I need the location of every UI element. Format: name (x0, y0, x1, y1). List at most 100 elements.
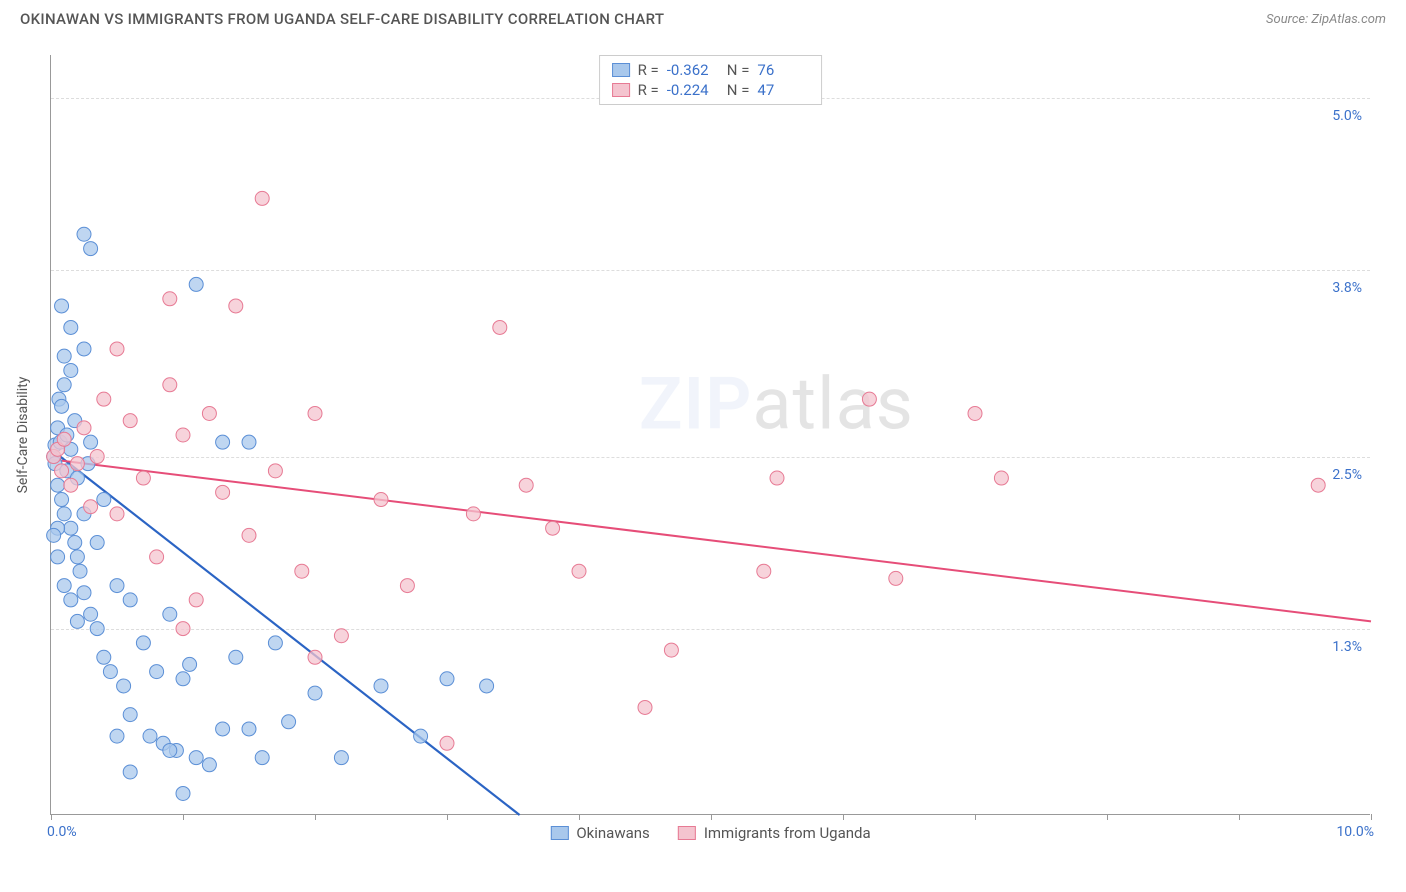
data-point-okinawans (480, 679, 494, 693)
data-point-immigrants-uganda (176, 428, 190, 442)
data-point-okinawans (64, 320, 78, 334)
data-point-okinawans (374, 679, 388, 693)
data-point-immigrants-uganda (90, 450, 104, 464)
data-point-immigrants-uganda (136, 471, 150, 485)
data-point-immigrants-uganda (189, 593, 203, 607)
correlation-stats-box: R = -0.362 N = 76 R = -0.224 N = 47 (599, 55, 823, 105)
data-point-immigrants-uganda (546, 521, 560, 535)
data-point-immigrants-uganda (466, 507, 480, 521)
data-point-okinawans (216, 435, 230, 449)
data-point-okinawans (110, 729, 124, 743)
data-point-okinawans (282, 715, 296, 729)
swatch-uganda (612, 83, 630, 97)
x-tick (1239, 814, 1240, 820)
swatch-okinawans (612, 63, 630, 77)
data-point-okinawans (123, 765, 137, 779)
data-point-immigrants-uganda (519, 478, 533, 492)
data-point-immigrants-uganda (229, 299, 243, 313)
data-point-okinawans (51, 550, 65, 564)
data-point-okinawans (55, 399, 69, 413)
data-point-immigrants-uganda (110, 342, 124, 356)
data-point-immigrants-uganda (268, 464, 282, 478)
x-axis-max-label: 10.0% (1336, 824, 1374, 840)
data-point-immigrants-uganda (242, 528, 256, 542)
data-point-immigrants-uganda (255, 191, 269, 205)
r-label: R = (638, 81, 659, 99)
data-point-okinawans (77, 586, 91, 600)
legend-label-uganda: Immigrants from Uganda (704, 824, 871, 842)
data-point-okinawans (255, 751, 269, 765)
stats-row-uganda: R = -0.224 N = 47 (612, 80, 810, 100)
x-axis-min-label: 0.0% (47, 824, 77, 840)
data-point-okinawans (64, 363, 78, 377)
data-point-immigrants-uganda (97, 392, 111, 406)
data-point-okinawans (70, 614, 84, 628)
swatch-uganda (678, 826, 696, 840)
data-point-okinawans (202, 758, 216, 772)
chart-title: OKINAWAN VS IMMIGRANTS FROM UGANDA SELF-… (20, 10, 664, 28)
n-value-okinawans: 76 (757, 61, 809, 79)
n-label: N = (727, 81, 750, 99)
data-point-immigrants-uganda (889, 571, 903, 585)
data-point-okinawans (57, 579, 71, 593)
data-point-immigrants-uganda (572, 564, 586, 578)
data-point-okinawans (73, 564, 87, 578)
data-point-okinawans (189, 277, 203, 291)
data-point-okinawans (64, 521, 78, 535)
swatch-okinawans (550, 826, 568, 840)
x-tick (183, 814, 184, 820)
data-point-okinawans (143, 729, 157, 743)
data-point-okinawans (176, 672, 190, 686)
trend-line-okinawans (51, 449, 520, 815)
data-point-okinawans (189, 751, 203, 765)
data-point-immigrants-uganda (216, 485, 230, 499)
data-point-immigrants-uganda (163, 292, 177, 306)
data-point-okinawans (123, 708, 137, 722)
data-point-immigrants-uganda (64, 478, 78, 492)
data-point-okinawans (57, 349, 71, 363)
data-point-okinawans (77, 342, 91, 356)
x-tick (711, 814, 712, 820)
data-point-okinawans (183, 657, 197, 671)
data-point-immigrants-uganda (84, 500, 98, 514)
x-tick (315, 814, 316, 820)
data-point-immigrants-uganda (493, 320, 507, 334)
data-point-okinawans (90, 536, 104, 550)
data-point-okinawans (229, 650, 243, 664)
data-point-okinawans (216, 722, 230, 736)
data-point-okinawans (117, 679, 131, 693)
data-point-okinawans (68, 536, 82, 550)
data-point-immigrants-uganda (308, 406, 322, 420)
chart-plot-area: Self-Care Disability 1.3%2.5%3.8%5.0% ZI… (50, 55, 1370, 815)
data-point-okinawans (110, 579, 124, 593)
data-point-okinawans (51, 478, 65, 492)
data-point-okinawans (268, 636, 282, 650)
stats-row-okinawans: R = -0.362 N = 76 (612, 60, 810, 80)
data-point-immigrants-uganda (308, 650, 322, 664)
data-point-immigrants-uganda (638, 700, 652, 714)
data-point-okinawans (176, 786, 190, 800)
data-point-immigrants-uganda (994, 471, 1008, 485)
x-tick (51, 814, 52, 820)
data-point-immigrants-uganda (400, 579, 414, 593)
data-point-okinawans (55, 493, 69, 507)
data-point-okinawans (55, 299, 69, 313)
data-point-okinawans (84, 242, 98, 256)
bottom-legend: Okinawans Immigrants from Uganda (550, 824, 870, 842)
data-point-okinawans (103, 665, 117, 679)
data-point-immigrants-uganda (150, 550, 164, 564)
legend-label-okinawans: Okinawans (576, 824, 649, 842)
r-value-okinawans: -0.362 (667, 61, 719, 79)
scatter-plot-svg (51, 55, 1370, 814)
data-point-okinawans (70, 550, 84, 564)
data-point-okinawans (57, 378, 71, 392)
data-point-immigrants-uganda (110, 507, 124, 521)
legend-item-uganda: Immigrants from Uganda (678, 824, 871, 842)
data-point-immigrants-uganda (295, 564, 309, 578)
data-point-okinawans (242, 722, 256, 736)
legend-item-okinawans: Okinawans (550, 824, 649, 842)
data-point-okinawans (163, 607, 177, 621)
n-value-uganda: 47 (757, 81, 809, 99)
data-point-okinawans (84, 435, 98, 449)
data-point-okinawans (97, 493, 111, 507)
